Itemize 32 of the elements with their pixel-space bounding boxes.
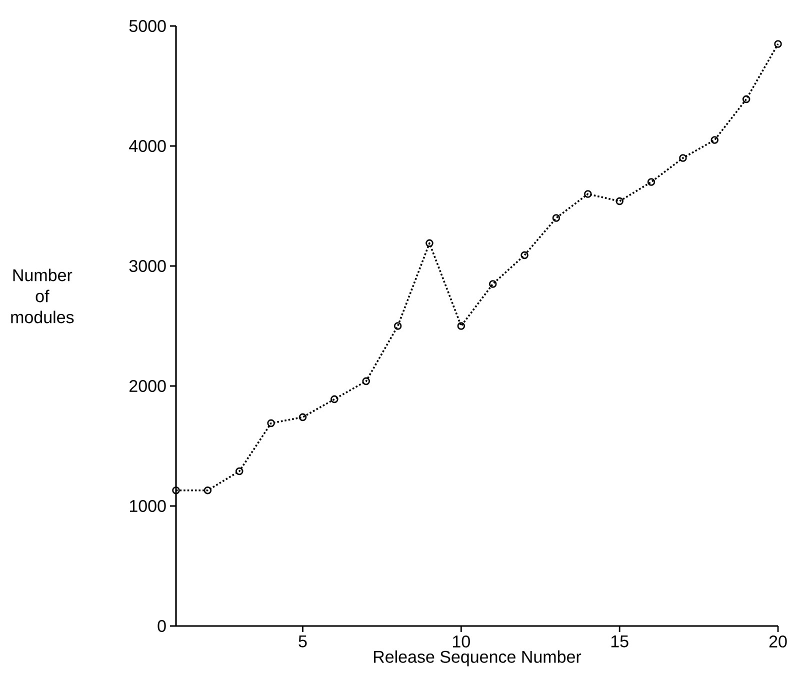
x-axis-title: Release Sequence Number xyxy=(374,650,582,666)
x-tick-label: 10 xyxy=(453,635,470,648)
point xyxy=(488,280,497,288)
point xyxy=(267,419,275,428)
y-tick-label: 2000 xyxy=(130,380,166,392)
point xyxy=(710,136,719,144)
point xyxy=(394,322,402,330)
point xyxy=(362,377,370,386)
point xyxy=(552,214,560,222)
y-tick-label: 5000 xyxy=(129,20,166,32)
x-tick-label: 5 xyxy=(298,635,307,648)
y-tick-label: 0 xyxy=(158,620,166,632)
point xyxy=(298,413,307,422)
y-tick-label: 1000 xyxy=(130,500,166,512)
point xyxy=(584,190,592,198)
y-axis-title: Number of modules xyxy=(11,268,74,324)
point xyxy=(330,395,338,404)
point xyxy=(520,251,528,260)
x-tick-label: 15 xyxy=(611,635,628,648)
point xyxy=(616,197,624,206)
point xyxy=(172,486,180,494)
point xyxy=(742,95,750,104)
point xyxy=(426,239,434,248)
y-tick-label: 4000 xyxy=(129,140,166,152)
point xyxy=(204,486,212,494)
y-tick-label: 3000 xyxy=(129,260,166,272)
point xyxy=(457,322,466,330)
point xyxy=(679,154,687,162)
point xyxy=(235,467,244,476)
point xyxy=(647,178,656,186)
x-tick-label: 20 xyxy=(769,635,787,648)
point xyxy=(774,40,782,48)
